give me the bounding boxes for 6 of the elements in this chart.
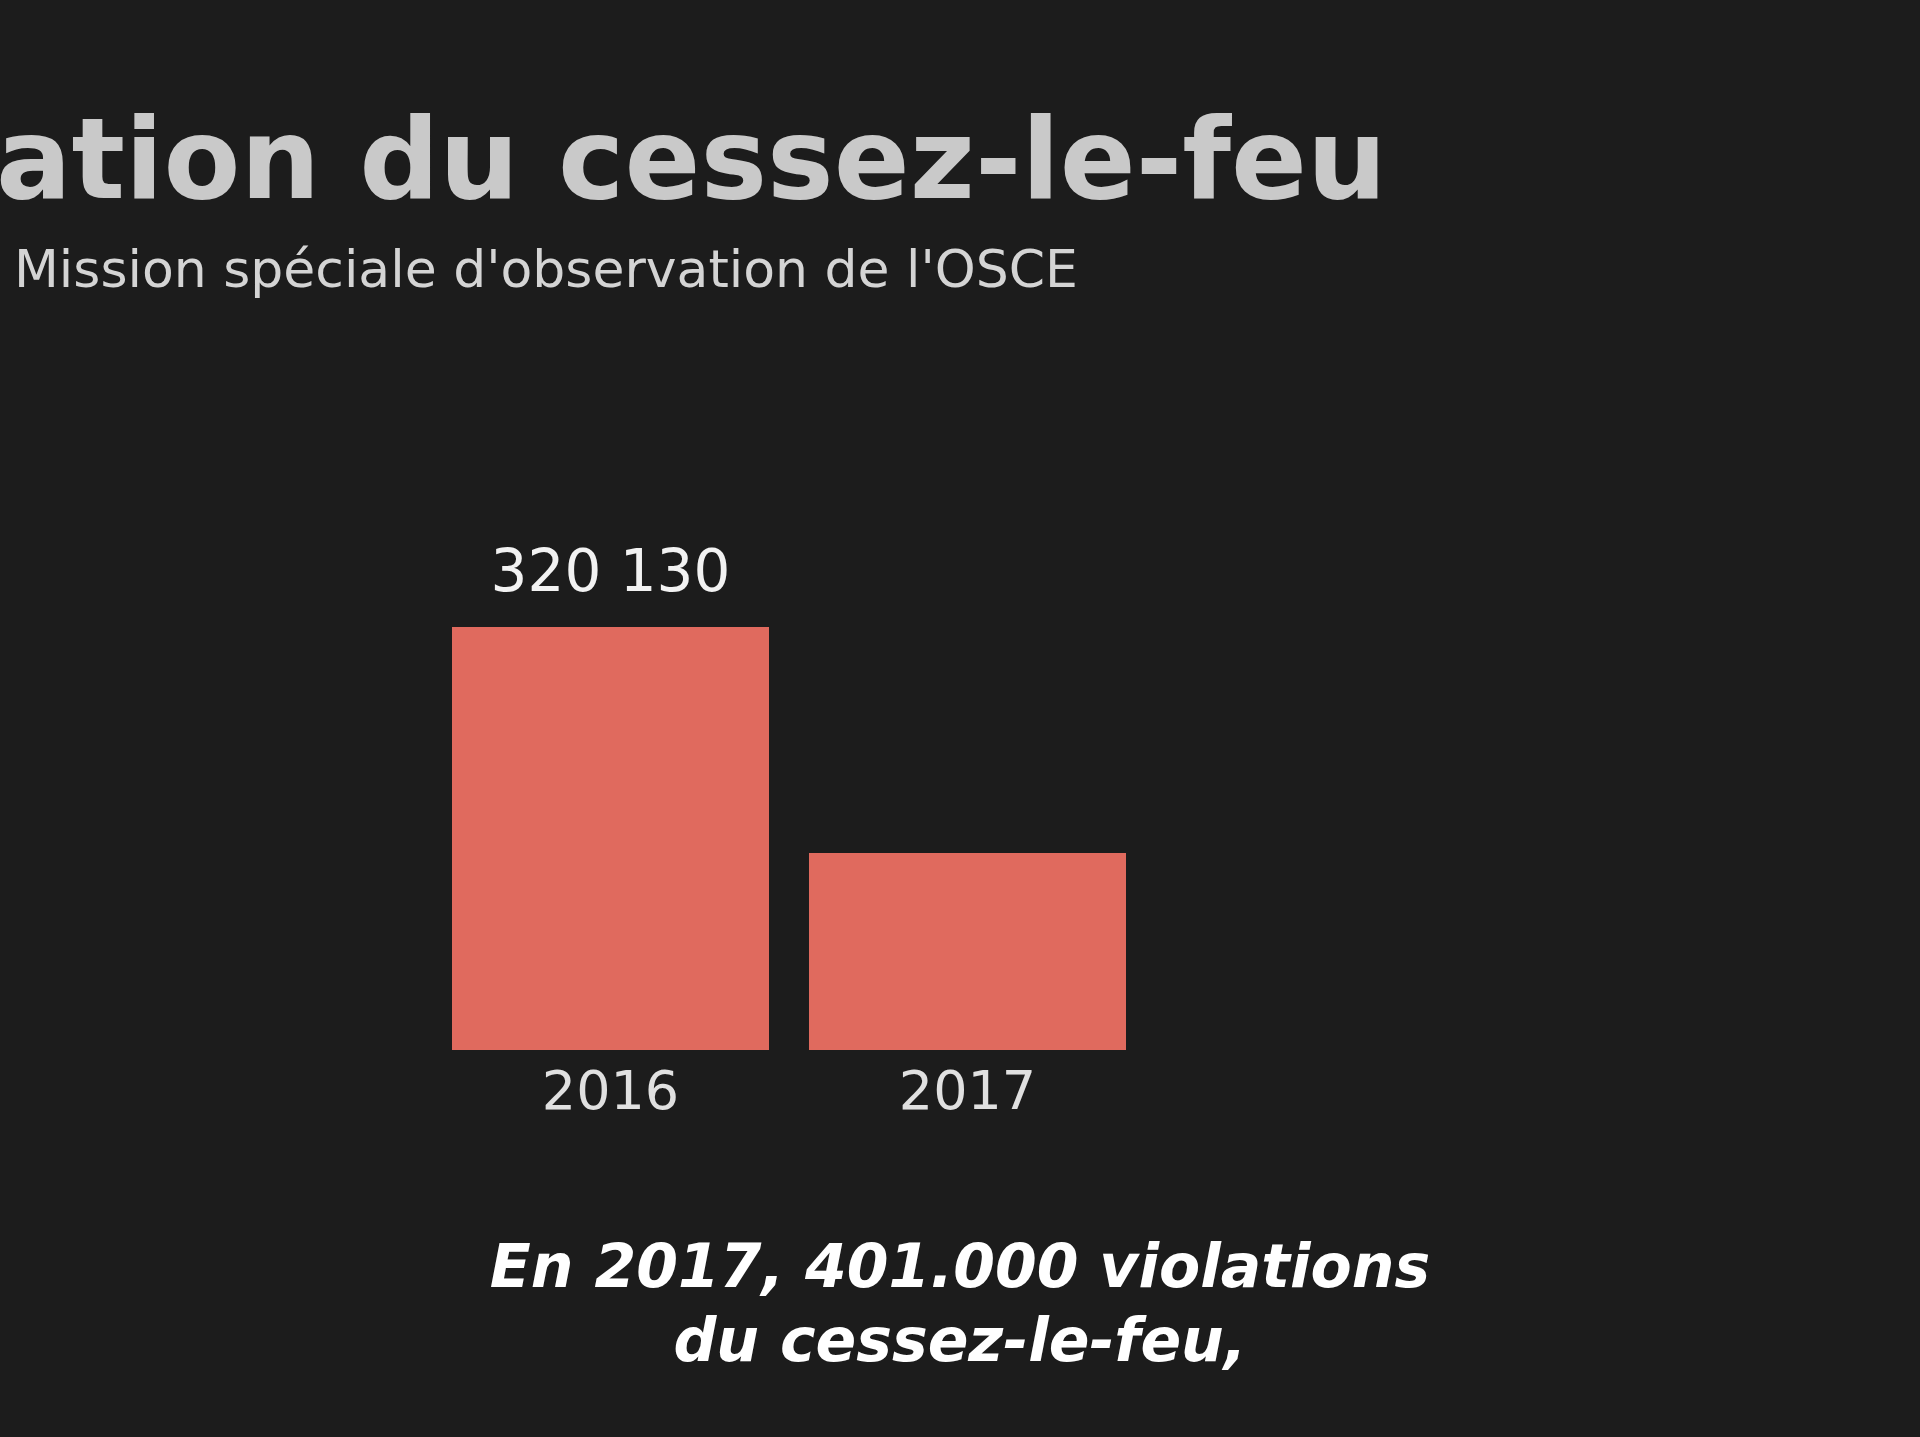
- x-tick-label: 2016: [541, 1059, 680, 1122]
- x-tick-label: 2017: [898, 1059, 1037, 1122]
- chart-subtitle: Mission spéciale d'observation de l'OSCE: [14, 239, 1078, 299]
- chart-title: ation du cessez-le-feu: [0, 94, 1387, 224]
- data-label: 320 130: [490, 537, 731, 605]
- text: En 2017, 401.000 violations du cessez-le-feu,: [489, 1231, 1431, 1375]
